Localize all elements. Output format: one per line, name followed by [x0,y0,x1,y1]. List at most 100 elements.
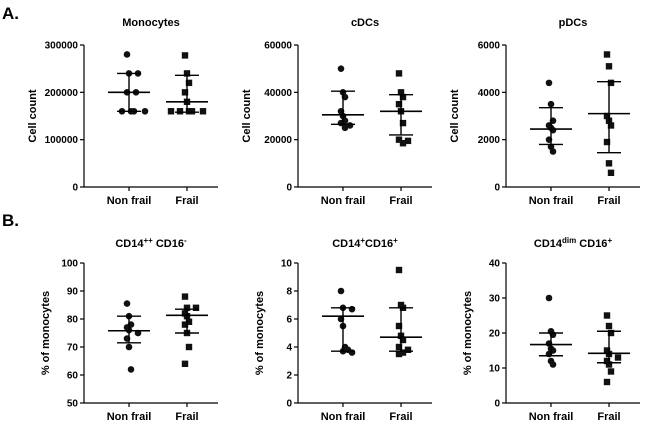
title-part: CD14 [332,238,361,250]
x-tick-label: Non frail [529,195,574,207]
chart-title: Monocytes [122,17,179,29]
y-tick-label: 80 [67,315,79,326]
data-point [399,349,407,356]
y-axis-label: % of monocytes [462,291,474,375]
y-tick-label: 0 [72,183,78,194]
data-point [545,79,553,87]
panel-letter-a: A. [2,4,19,23]
data-point [399,119,407,127]
title-part: cDCs [351,17,379,29]
data-point [141,107,149,115]
y-axis-label: Cell count [449,89,461,143]
data-point [167,108,175,115]
data-point [337,287,345,295]
title-superscript: - [184,236,187,245]
data-point [607,79,615,87]
x-tick-label: Frail [597,195,620,207]
title-superscript: dim [562,236,576,245]
data-point [603,51,611,58]
y-axis-label: % of monocytes [40,291,52,375]
y-tick-label: 30 [489,294,501,305]
data-point [395,100,403,108]
title-part: CD16 [576,238,607,250]
title-superscript: + [607,236,612,245]
data-point [181,321,189,328]
data-point [605,361,613,368]
title-part: CD14 [534,238,563,250]
title-part: pDCs [559,17,588,29]
x-tick-label: Frail [175,411,198,422]
data-point [549,361,557,368]
y-tick-label: 20 [489,329,501,340]
data-point [395,136,403,143]
y-tick-label: 0 [494,399,500,410]
x-tick-label: Non frail [529,411,574,422]
x-tick-label: Non frail [107,195,152,207]
data-point [181,52,189,59]
data-point [395,343,403,351]
data-point [404,137,412,145]
y-tick-label: 100000 [45,135,79,146]
data-point [181,89,189,96]
x-tick-label: Frail [175,195,198,207]
data-point [123,300,131,307]
panel-letter-b: B. [2,211,19,230]
data-point [127,366,135,373]
chart-title: cDCs [351,17,379,29]
chart-title: CD14+CD16+ [332,236,398,251]
y-tick-label: 20000 [264,135,292,146]
x-tick-label: Frail [389,411,412,422]
y-tick-label: 70 [67,343,79,354]
data-point [183,70,191,77]
title-superscript: + [360,236,365,245]
data-point [605,160,613,167]
data-point [348,349,356,356]
title-part: CD16 [365,238,393,250]
chart-title: CD14++ CD16- [115,236,187,251]
data-point [185,318,193,325]
chart-3: pDCs 0 2000 4000 6000 Cell count Non frail Frai… [449,17,640,207]
chart-4: CD14++ CD16- 50 60 70 80 90 100 % of monocytes N… [40,236,218,422]
y-tick-label: 2000 [478,135,501,146]
y-tick-label: 0 [286,183,292,194]
data-point [607,169,615,176]
data-point [123,51,131,58]
data-point [549,148,557,155]
data-point [607,368,615,375]
y-axis-label: Cell count [241,89,253,143]
data-point [395,70,403,77]
x-tick-label: Frail [597,411,620,422]
y-axis-label: % of monocytes [254,291,266,375]
y-tick-label: 8 [286,287,292,298]
y-tick-label: 10 [489,364,501,375]
data-point [199,108,207,115]
data-point [605,63,613,70]
data-point [614,354,622,361]
y-tick-label: 4000 [478,88,501,99]
chart-title: pDCs [559,17,588,29]
y-tick-label: 60 [67,371,79,382]
chart-title: CD14dim CD16+ [534,236,613,251]
title-superscript: ++ [143,236,153,245]
y-tick-label: 2 [286,371,292,382]
data-point [605,322,613,330]
data-point [183,304,191,311]
data-point [192,304,200,311]
data-point [603,312,611,319]
data-point [397,89,405,96]
x-tick-label: Non frail [321,195,366,207]
y-tick-label: 90 [67,287,79,298]
y-tick-label: 6000 [478,41,501,52]
data-point [395,266,403,274]
y-tick-label: 4 [286,343,292,354]
title-part: Monocytes [122,17,179,29]
data-point [603,357,611,365]
data-point [607,329,615,337]
y-tick-label: 6 [286,315,292,326]
title-part: CD16 [153,238,184,250]
data-point [547,100,555,108]
y-tick-label: 300000 [45,41,79,52]
